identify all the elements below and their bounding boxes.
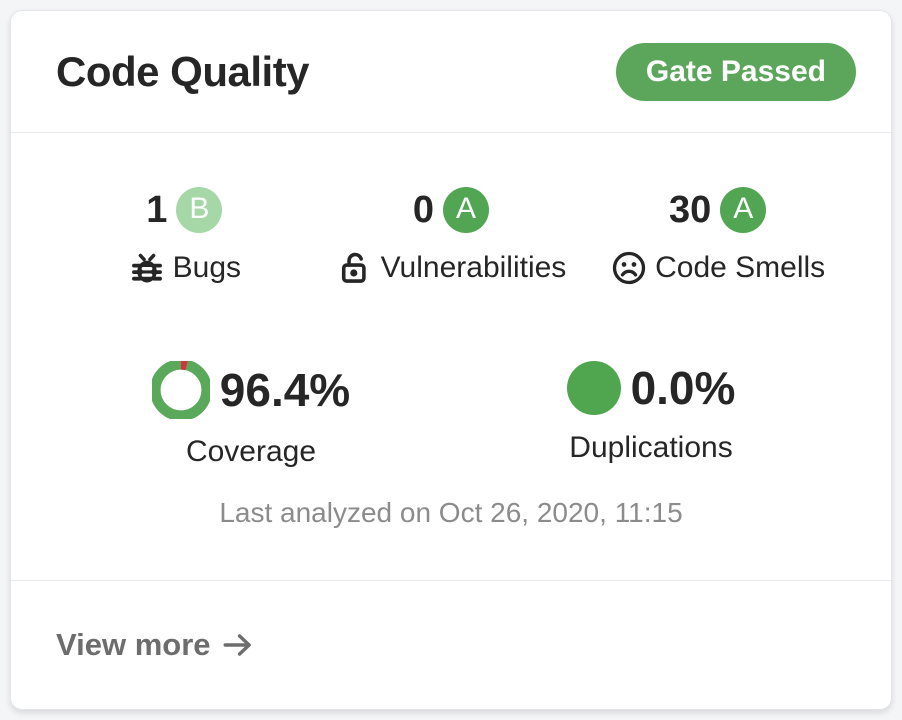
duplications-value-row: 0.0% bbox=[566, 361, 736, 415]
vulnerabilities-count: 0 bbox=[412, 188, 435, 231]
card-footer: View more bbox=[11, 580, 891, 709]
metric-code-smells: 30 A Code Smells bbox=[584, 187, 851, 287]
measures-row: 96.4% Coverage 0.0% Duplications bbox=[51, 361, 851, 469]
bug-icon bbox=[128, 249, 166, 287]
duplications-value: 0.0% bbox=[630, 362, 736, 414]
coverage-label: Coverage bbox=[185, 435, 317, 468]
measure-duplications: 0.0% Duplications bbox=[451, 361, 851, 469]
bugs-label: Bugs bbox=[172, 251, 242, 284]
coverage-value: 96.4% bbox=[219, 364, 351, 416]
card-main: 1 B Bugs bbox=[11, 133, 891, 580]
bugs-count: 1 bbox=[146, 188, 168, 231]
code-smells-count: 30 bbox=[669, 188, 712, 231]
quality-gate-badge: Gate Passed bbox=[615, 42, 856, 101]
code-smells-rating-badge: A bbox=[720, 187, 767, 233]
card-header: Code Quality Gate Passed bbox=[11, 11, 891, 133]
vulnerabilities-value-row: 0 A bbox=[412, 187, 490, 233]
vulnerabilities-rating-badge: A bbox=[443, 187, 490, 233]
view-more-link[interactable]: View more bbox=[56, 627, 255, 663]
page-title: Code Quality bbox=[56, 47, 310, 95]
bugs-rating-badge: B bbox=[176, 187, 223, 233]
arrow-right-icon bbox=[221, 628, 255, 662]
code-smells-value-row: 30 A bbox=[669, 187, 767, 233]
coverage-donut bbox=[151, 361, 210, 419]
sad-face-icon bbox=[610, 249, 648, 287]
bugs-value-row: 1 B bbox=[146, 187, 223, 233]
code-smells-label: Code Smells bbox=[655, 251, 826, 284]
duplications-label: Duplications bbox=[569, 431, 733, 464]
measure-coverage: 96.4% Coverage bbox=[51, 361, 451, 469]
duplications-circle bbox=[566, 361, 621, 415]
open-lock-icon bbox=[336, 249, 374, 287]
bugs-label-row: Bugs bbox=[128, 249, 241, 287]
view-more-label: View more bbox=[56, 627, 211, 662]
metrics-row: 1 B Bugs bbox=[51, 187, 851, 287]
metric-bugs: 1 B Bugs bbox=[51, 187, 318, 287]
coverage-value-row: 96.4% bbox=[151, 361, 351, 419]
code-smells-label-row: Code Smells bbox=[610, 249, 825, 287]
last-analyzed-text: Last analyzed on Oct 26, 2020, 11:15 bbox=[219, 497, 683, 528]
code-quality-card: Code Quality Gate Passed 1 B bbox=[10, 10, 892, 710]
metric-vulnerabilities: 0 A Vulnerabilities bbox=[318, 187, 585, 287]
vulnerabilities-label-row: Vulnerabilities bbox=[336, 249, 567, 287]
vulnerabilities-label: Vulnerabilities bbox=[380, 251, 567, 284]
